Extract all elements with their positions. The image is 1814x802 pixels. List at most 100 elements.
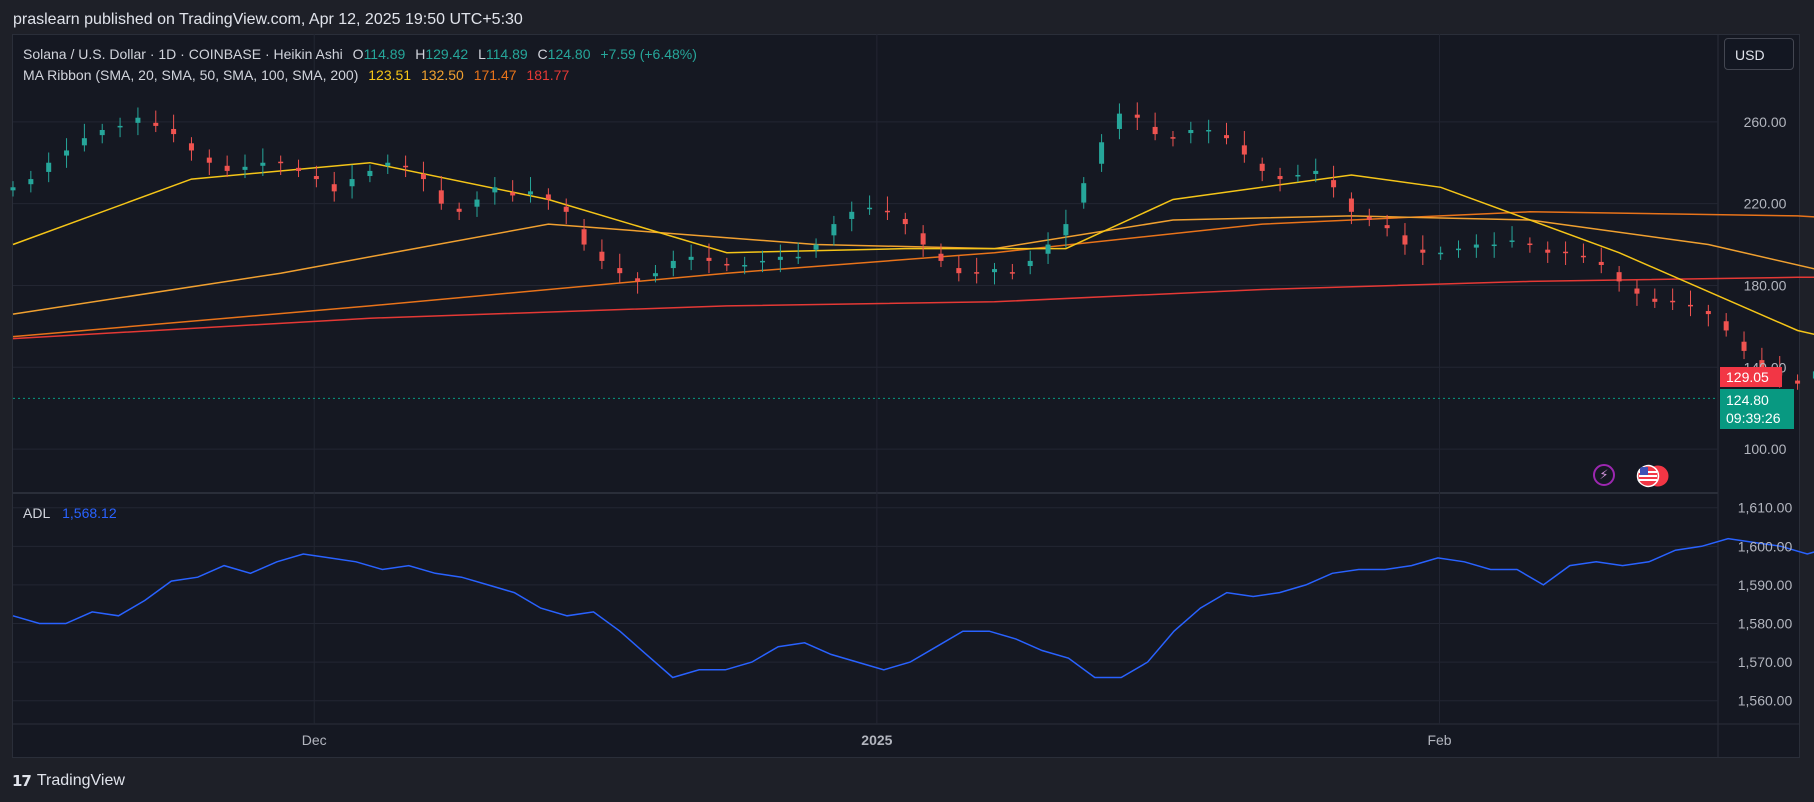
adl-tick-label: 1,560.00 <box>1738 693 1793 709</box>
candle-body <box>1759 360 1765 368</box>
published-caption: praslearn published on TradingView.com, … <box>13 11 523 28</box>
candle-body <box>492 187 498 193</box>
candle-body <box>528 191 534 195</box>
candle-body <box>1509 240 1515 242</box>
sma100-line <box>12 211 1814 338</box>
candle-body <box>1652 298 1658 302</box>
candle-body <box>1134 114 1140 118</box>
candle-body <box>1295 175 1301 177</box>
candle-body <box>1634 288 1640 294</box>
candle-body <box>599 251 605 261</box>
candle-body <box>1259 163 1265 171</box>
adl-tick-label: 1,590.00 <box>1738 577 1793 593</box>
candle-body <box>206 157 212 163</box>
low-value: L114.89 <box>478 46 528 62</box>
candle-body <box>1812 371 1814 379</box>
candle-body <box>652 273 658 277</box>
adl-legend: ADL 1,568.12 <box>23 505 117 521</box>
adl-value: 1,568.12 <box>62 505 117 521</box>
time-tick-label: 2025 <box>861 732 892 748</box>
adl-label[interactable]: ADL <box>23 505 51 521</box>
candle-body <box>1741 341 1747 351</box>
candle-body <box>1099 142 1105 164</box>
candle-body <box>1580 255 1586 258</box>
ma-price-tag: 129.05 <box>1720 367 1782 387</box>
candle-body <box>938 253 944 261</box>
candle-body <box>688 256 694 260</box>
candle-body <box>81 138 87 146</box>
ma-title[interactable]: MA Ribbon (SMA, 20, SMA, 50, SMA, 100, S… <box>23 67 359 83</box>
flash-icon[interactable]: ⚡ <box>1593 464 1615 486</box>
candle-body <box>349 179 355 187</box>
candle-body <box>813 244 819 250</box>
candle-body <box>46 162 52 172</box>
sma20-line <box>12 161 1814 336</box>
candle-body <box>278 161 284 164</box>
candle-body <box>867 207 873 210</box>
candle-body <box>777 256 783 260</box>
candle-body <box>1491 244 1497 247</box>
candle-body <box>28 179 34 185</box>
candle-body <box>1188 130 1194 134</box>
currency-button[interactable]: USD <box>1724 38 1794 70</box>
candle-body <box>1527 243 1533 246</box>
chart-frame[interactable] <box>12 34 1800 758</box>
ma100-value: 171.47 <box>473 67 517 83</box>
candle-body <box>1438 252 1444 255</box>
candle-body <box>188 143 194 151</box>
symbol-title[interactable]: Solana / U.S. Dollar · 1D · COINBASE · H… <box>23 46 343 62</box>
ma50-value: 132.50 <box>420 67 464 83</box>
open-value: O114.89 <box>352 46 406 62</box>
candle-body <box>510 192 516 196</box>
footer: 17 TradingView <box>0 762 1814 802</box>
candle-body <box>1170 137 1176 139</box>
candle-body <box>1241 145 1247 155</box>
tradingview-brand: TradingView <box>36 772 125 789</box>
candle-body <box>367 170 373 177</box>
candle-body <box>1420 249 1426 253</box>
candle-body <box>474 199 480 207</box>
candle-body <box>1670 300 1676 303</box>
ma-legend: MA Ribbon (SMA, 20, SMA, 50, SMA, 100, S… <box>23 67 575 83</box>
candle-body <box>117 125 123 128</box>
candle-body <box>1687 304 1693 307</box>
candle-body <box>992 269 998 273</box>
candle-body <box>171 128 177 135</box>
top-bar: praslearn published on TradingView.com, … <box>0 0 1814 34</box>
candle-body <box>617 268 623 274</box>
candle-body <box>1455 248 1461 251</box>
adl-tick-label: 1,600.00 <box>1738 538 1793 554</box>
candle-body <box>956 268 962 274</box>
change-value: +7.59 (+6.48%) <box>600 46 697 62</box>
candle-body <box>1616 272 1622 282</box>
tradingview-logo[interactable]: 17 TradingView <box>12 772 125 790</box>
candle-body <box>1313 170 1319 174</box>
high-value: H129.42 <box>415 46 469 62</box>
price-tick-label: 220.00 <box>1744 196 1787 212</box>
candle-body <box>403 165 409 168</box>
candle-body <box>456 208 462 212</box>
candle-body <box>10 187 16 191</box>
candle-body <box>153 122 159 126</box>
sma200-line <box>12 276 1814 340</box>
price-legend: Solana / U.S. Dollar · 1D · COINBASE · H… <box>23 46 703 62</box>
candle-body <box>64 150 70 156</box>
time-tick-label: Dec <box>302 732 327 748</box>
candle-body <box>884 210 890 213</box>
candle-body <box>706 257 712 261</box>
candle-body <box>902 218 908 225</box>
candle-body <box>1473 244 1479 248</box>
candle-body <box>670 260 676 269</box>
candle-body <box>920 233 926 245</box>
candle-body <box>1348 198 1354 212</box>
us-flag-icon[interactable] <box>1636 464 1670 488</box>
candle-body <box>1152 126 1158 135</box>
candle-body <box>313 176 319 180</box>
candle-body <box>1598 261 1604 265</box>
candle-body <box>1705 311 1711 315</box>
price-tick-label: 180.00 <box>1744 277 1787 293</box>
bar-countdown: 09:39:26 <box>1726 410 1781 426</box>
candle-body <box>420 173 426 180</box>
candle-body <box>1402 235 1408 245</box>
